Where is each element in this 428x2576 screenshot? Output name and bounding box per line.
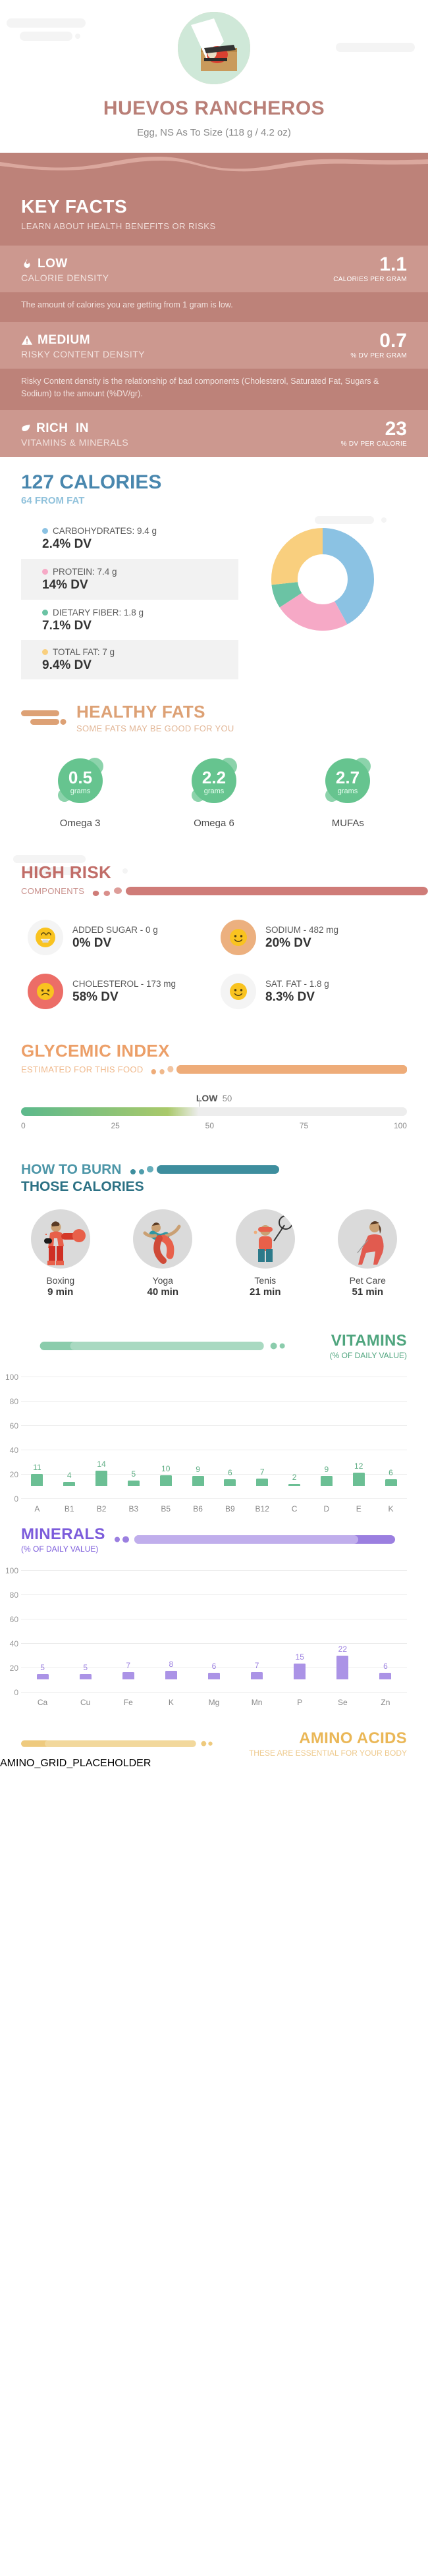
svg-text:grams: grams: [70, 787, 90, 795]
svg-text:2.2: 2.2: [202, 768, 226, 787]
svg-text:grams: grams: [338, 787, 358, 795]
svg-text:2.7: 2.7: [336, 768, 360, 787]
svg-text:grams: grams: [204, 787, 225, 795]
svg-text:0.5: 0.5: [68, 768, 92, 787]
